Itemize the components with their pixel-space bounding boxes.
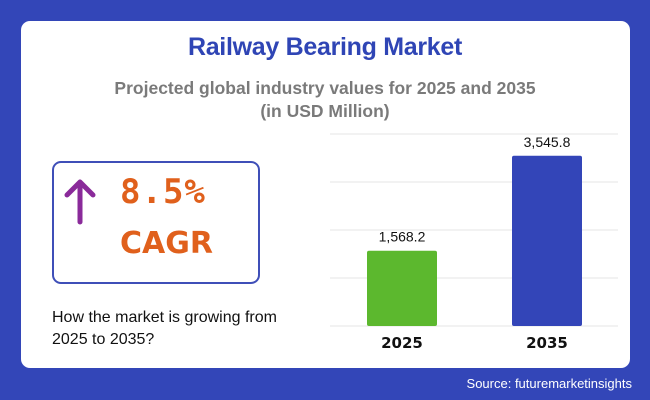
bar-2025 [367, 250, 437, 326]
page-title: Railway Bearing Market [187, 33, 463, 61]
subtitle-line-2: (in USD Million) [260, 101, 390, 121]
growth-question: How the market is growing from 2025 to 2… [52, 309, 277, 348]
x-tick-label-2025: 2025 [381, 334, 423, 352]
cagr-box [52, 161, 260, 284]
source-note: Source: futuremarketinsights [466, 376, 632, 391]
data-label-2035: 3,545.8 [524, 134, 571, 150]
bar-2035 [512, 155, 582, 326]
cagr-value: 8.5% [120, 172, 206, 212]
cagr-label: CAGR [120, 226, 213, 261]
subtitle-line-1: Projected global industry values for 202… [114, 78, 536, 98]
subtitle: Projected global industry values for 202… [0, 77, 650, 123]
data-label-2025: 1,568.2 [379, 229, 426, 245]
arrow-up-icon [64, 179, 96, 225]
x-tick-label-2035: 2035 [526, 334, 568, 352]
